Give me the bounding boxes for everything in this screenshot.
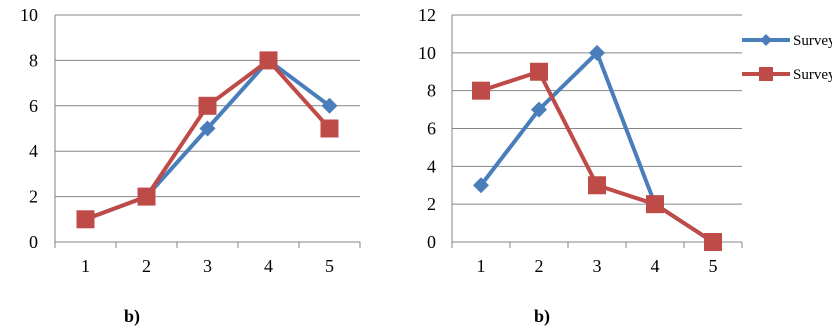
chart-right: 02468101212345Survey1Survey3b) — [418, 5, 832, 327]
data-point — [321, 97, 338, 114]
data-point — [472, 81, 490, 100]
data-point — [530, 62, 548, 81]
y-tick-label: 0 — [427, 232, 436, 252]
data-point — [199, 120, 216, 137]
x-tick-label: 5 — [325, 256, 334, 276]
y-tick-label: 8 — [427, 81, 436, 101]
data-point — [137, 187, 156, 206]
y-tick-label: 12 — [418, 5, 436, 25]
data-point — [473, 177, 489, 194]
data-point — [320, 119, 339, 138]
y-tick-label: 10 — [20, 5, 38, 25]
data-point — [704, 233, 722, 251]
legend-marker — [759, 67, 773, 81]
legend-label: Survey1 — [793, 33, 832, 49]
x-tick-label: 2 — [535, 256, 544, 276]
y-tick-label: 8 — [29, 50, 38, 70]
data-point — [259, 51, 278, 70]
series-line — [84, 58, 331, 222]
chart-caption: b) — [534, 306, 550, 327]
y-tick-label: 10 — [418, 43, 436, 63]
y-tick-label: 6 — [427, 119, 436, 139]
y-tick-label: 2 — [427, 194, 436, 214]
y-tick-label: 2 — [29, 187, 38, 207]
series-line — [480, 69, 715, 244]
data-point — [531, 101, 547, 118]
x-tick-label: 4 — [264, 256, 273, 276]
data-point — [646, 195, 664, 214]
x-tick-label: 1 — [81, 256, 90, 276]
y-tick-label: 4 — [427, 156, 436, 176]
data-point — [588, 176, 606, 195]
x-tick-label: 1 — [477, 256, 486, 276]
x-tick-label: 3 — [593, 256, 602, 276]
x-tick-label: 5 — [709, 256, 718, 276]
x-tick-label: 4 — [651, 256, 660, 276]
y-tick-label: 4 — [29, 141, 38, 161]
y-tick-label: 6 — [29, 96, 38, 116]
data-point — [198, 96, 217, 115]
series-line — [84, 58, 331, 222]
legend-marker — [760, 34, 772, 46]
x-tick-label: 3 — [203, 256, 212, 276]
y-tick-label: 0 — [29, 232, 38, 252]
data-point — [76, 210, 95, 229]
x-tick-label: 2 — [142, 256, 151, 276]
data-point — [589, 44, 605, 61]
chart-caption: b) — [124, 306, 140, 327]
legend-label: Survey3 — [793, 67, 832, 83]
